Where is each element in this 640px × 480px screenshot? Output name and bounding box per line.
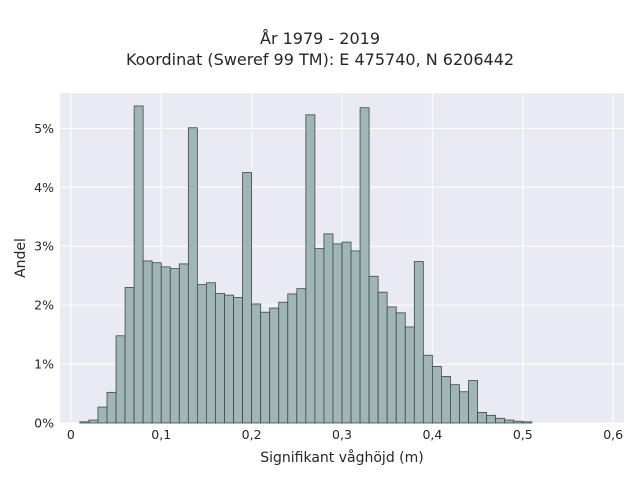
axis-ticks: 0 0,1 0,2 0,3 0,4 0,5 0,6 0% 1% 2% 3% 4% 5% [34, 121, 623, 442]
histogram-bar [377, 291, 388, 424]
histogram-bar [323, 233, 334, 424]
histogram-bar [350, 250, 361, 424]
x-tick-label: 0,1 [151, 427, 171, 442]
histogram-bar [504, 419, 515, 424]
x-axis-label: Signifikant våghöjd (m) [260, 449, 423, 466]
histogram-bar [224, 294, 234, 424]
histogram-bar [404, 326, 415, 424]
y-tick-label: 5% [34, 121, 54, 136]
x-tick-label: 0 [67, 427, 75, 442]
histogram-bar [124, 287, 135, 424]
histogram-bar [468, 380, 478, 424]
y-tick-label: 3% [34, 239, 54, 254]
histogram-bar [513, 420, 524, 424]
histogram-bar [341, 241, 352, 424]
histogram-bar [486, 414, 497, 424]
histogram-bar [178, 263, 189, 424]
histogram-bar [187, 127, 198, 424]
x-tick-label: 0,3 [332, 427, 352, 442]
histogram-bar [215, 292, 225, 424]
histogram-bar [359, 107, 370, 424]
histogram-bar [314, 248, 325, 424]
histogram-bar [477, 411, 488, 424]
histogram-bar [269, 307, 280, 424]
histogram-bar [522, 421, 533, 424]
chart-title-years: År 1979 - 2019 [260, 29, 380, 48]
histogram-bar [441, 376, 451, 424]
histogram-bar [133, 105, 144, 424]
histogram-bar [260, 311, 271, 424]
histogram-bar [305, 114, 316, 424]
histogram-bar [142, 260, 153, 424]
histogram-bar [115, 335, 126, 424]
histogram-bar [368, 275, 379, 424]
y-tick-label: 4% [34, 180, 54, 195]
histogram-bar [431, 366, 442, 424]
histogram-bar [495, 417, 506, 424]
histogram-bar [251, 303, 262, 424]
histogram-bar [79, 421, 90, 424]
histogram-bar [278, 301, 289, 424]
histogram-bar [386, 306, 397, 424]
x-tick-label: 0,2 [242, 427, 262, 442]
histogram-bar [151, 262, 162, 424]
histogram-bar [296, 288, 307, 424]
histogram-bar [196, 284, 207, 424]
x-tick-label: 0,5 [513, 427, 533, 442]
y-tick-label: 2% [34, 298, 54, 313]
y-tick-label: 0% [34, 416, 54, 431]
histogram-bar [395, 312, 406, 424]
histogram-bar [450, 384, 460, 424]
histogram-bar [169, 268, 180, 424]
histogram-bar [332, 243, 343, 424]
histogram-bar [106, 391, 117, 424]
y-tick-label: 1% [34, 357, 54, 372]
histogram-bar [233, 297, 243, 424]
histogram-bars [79, 105, 533, 424]
histogram-bar [97, 406, 108, 424]
histogram-bar [242, 172, 253, 424]
histogram-bar [160, 266, 171, 424]
histogram-bar [459, 391, 469, 424]
histogram-bar [287, 293, 298, 424]
histogram-bar [413, 261, 424, 424]
x-tick-label: 0,4 [422, 427, 442, 442]
histogram-bar [206, 282, 216, 424]
histogram-bar [422, 354, 433, 424]
x-tick-label: 0,6 [603, 427, 623, 442]
chart-title-coordinates: Koordinat (Sweref 99 TM): E 475740, N 62… [125, 50, 515, 69]
histogram-bar [88, 419, 99, 424]
y-axis-label: Andel [13, 238, 29, 278]
